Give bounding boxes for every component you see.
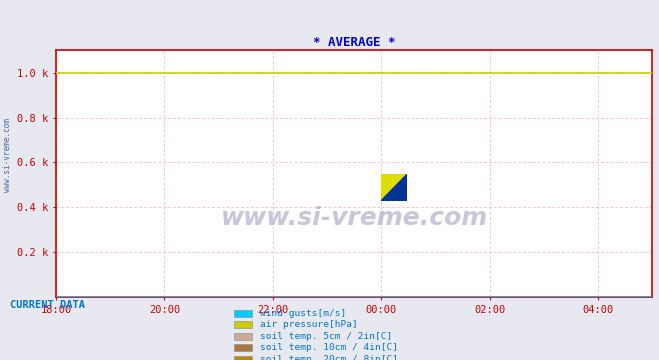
Text: wind gusts[m/s]: wind gusts[m/s] bbox=[260, 309, 347, 318]
Text: air pressure[hPa]: air pressure[hPa] bbox=[260, 320, 358, 329]
Text: CURRENT DATA: CURRENT DATA bbox=[10, 300, 85, 310]
Text: www.si-vreme.com: www.si-vreme.com bbox=[3, 118, 13, 192]
Title: * AVERAGE *: * AVERAGE * bbox=[313, 36, 395, 49]
Text: www.si-vreme.com: www.si-vreme.com bbox=[221, 206, 488, 230]
Text: soil temp. 20cm / 8in[C]: soil temp. 20cm / 8in[C] bbox=[260, 355, 398, 360]
Text: soil temp. 5cm / 2in[C]: soil temp. 5cm / 2in[C] bbox=[260, 332, 393, 341]
Text: soil temp. 10cm / 4in[C]: soil temp. 10cm / 4in[C] bbox=[260, 343, 398, 352]
Polygon shape bbox=[381, 174, 407, 201]
Polygon shape bbox=[381, 174, 407, 201]
